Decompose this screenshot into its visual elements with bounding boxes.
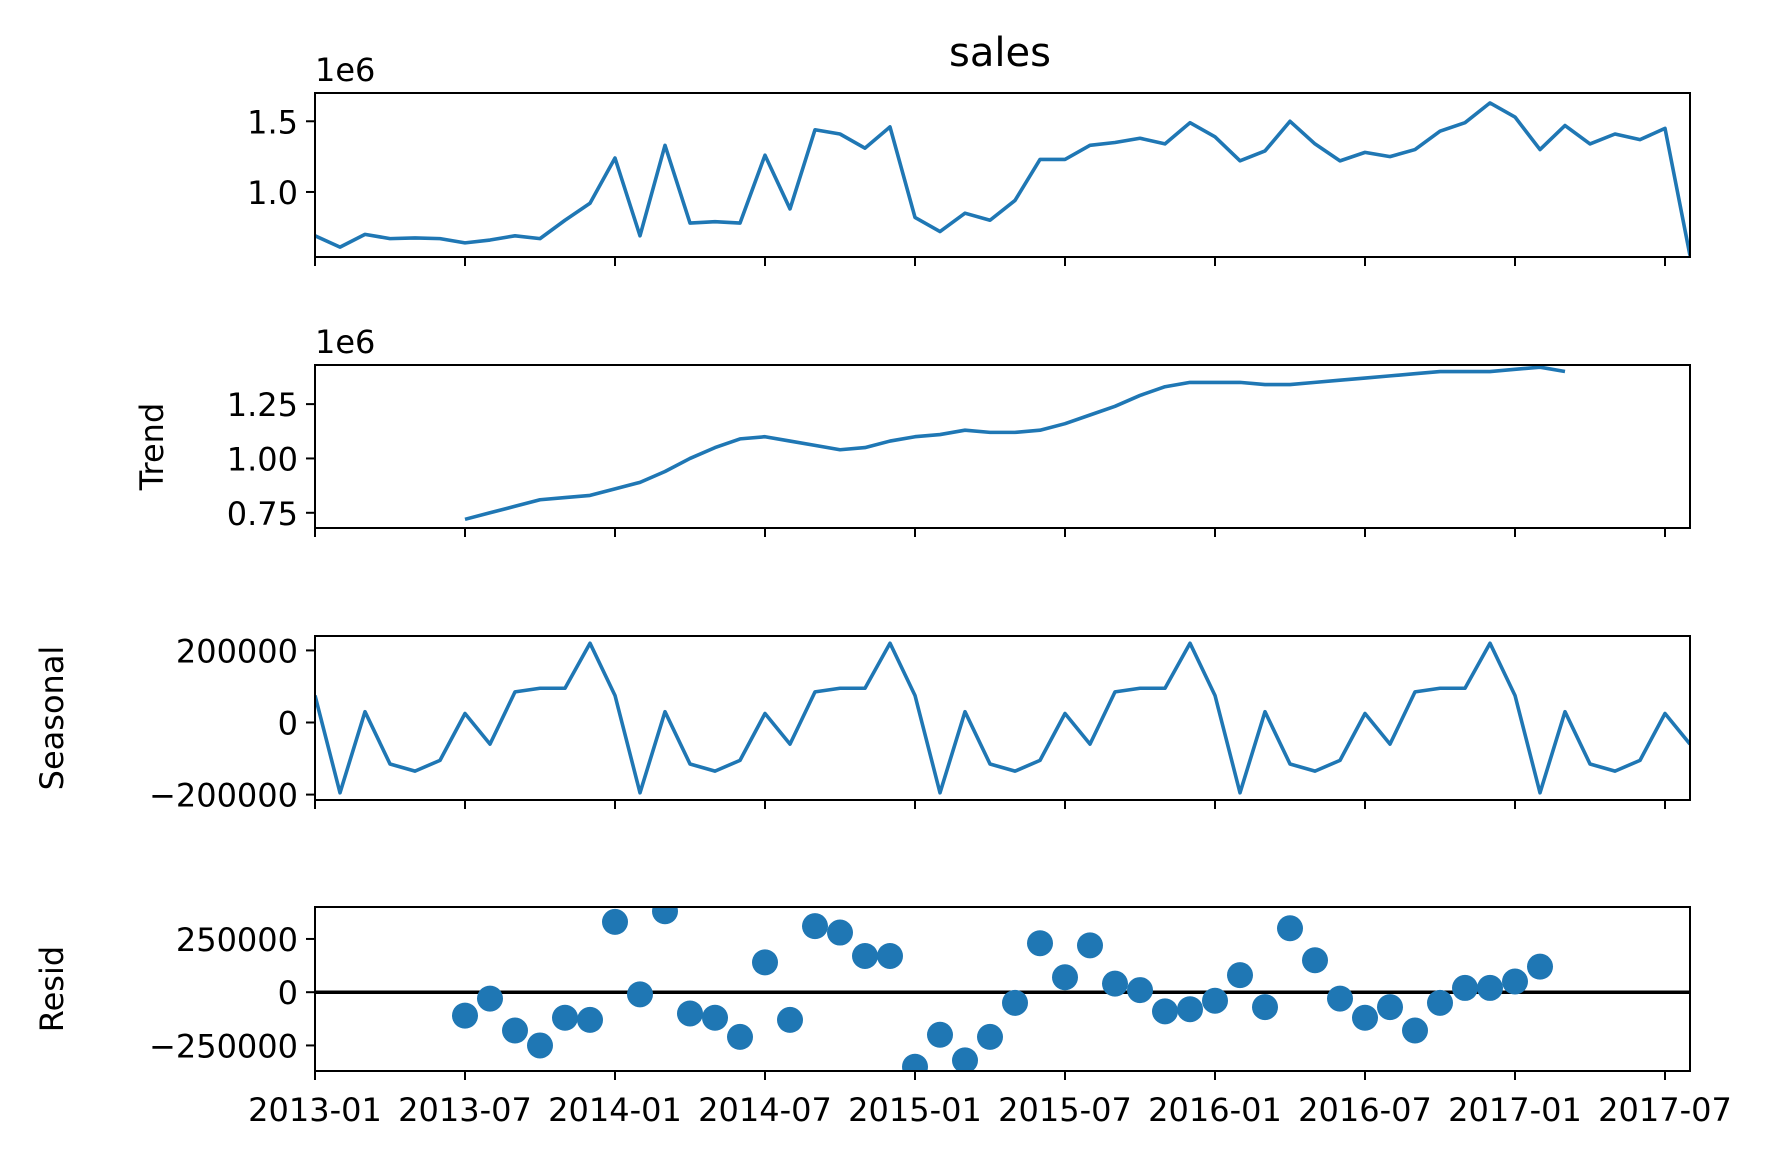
resid-point: [1377, 994, 1403, 1021]
resid-point: [1202, 987, 1228, 1014]
panel-4: −250000 0 250000 Resid 2013-01 2013-07 2014-01…: [33, 906, 1732, 1129]
x-tick-label: 2015-07: [998, 1091, 1132, 1129]
panel-1: 1.0 1.5 1e6: [247, 51, 1691, 266]
resid-point: [777, 1006, 803, 1033]
resid-point: [852, 942, 878, 969]
resid-point: [702, 1004, 728, 1031]
resid-point: [552, 1004, 578, 1031]
y-tick-label: 250000: [176, 921, 298, 959]
resid-point: [752, 949, 778, 976]
chart-title: sales: [949, 30, 1051, 76]
resid-point: [977, 1023, 1003, 1050]
resid-point: [877, 942, 903, 969]
resid-point: [1302, 947, 1328, 974]
panel-frame: [314, 92, 1691, 258]
resid-point: [502, 1017, 528, 1044]
resid-point: [1052, 964, 1078, 991]
resid-point: [1127, 977, 1153, 1004]
resid-point: [802, 913, 828, 940]
resid-point: [527, 1032, 553, 1059]
x-tick-label: 2015-01: [848, 1091, 982, 1129]
series-line: [315, 101, 1690, 256]
resid-point: [452, 1002, 478, 1029]
x-tick-label: 2013-07: [398, 1091, 532, 1129]
resid-point: [1327, 985, 1353, 1012]
x-tick-label: 2016-07: [1298, 1091, 1432, 1129]
series-line: [464, 365, 1566, 522]
resid-point: [602, 908, 628, 935]
x-tick-label: 2014-07: [698, 1091, 832, 1129]
y-tick-label: −250000: [149, 1027, 298, 1065]
x-tick-label: 2014-01: [548, 1091, 682, 1129]
resid-point: [1252, 994, 1278, 1021]
y-tick-label: 200000: [176, 632, 298, 670]
resid-point: [727, 1023, 753, 1050]
resid-point: [902, 1053, 928, 1071]
resid-point: [1102, 970, 1128, 997]
x-tick-label: 2017-01: [1448, 1091, 1582, 1129]
y-axis-label: Trend: [133, 403, 171, 492]
x-tick-label: 2016-01: [1148, 1091, 1282, 1129]
resid-point: [1427, 989, 1453, 1016]
y-tick-label: 0: [278, 705, 298, 743]
y-tick-label: 1.5: [247, 103, 298, 141]
offset-label: 1e6: [315, 323, 375, 361]
resid-point: [477, 985, 503, 1012]
panel-3: −200000 0 200000 Seasonal: [33, 632, 1691, 815]
resid-point: [577, 1006, 603, 1033]
series-line: [315, 641, 1690, 795]
y-axis-label: Seasonal: [33, 646, 71, 791]
panel-2: 0.75 1.00 1.25 1e6 Trend: [133, 323, 1691, 537]
resid-point: [1227, 962, 1253, 989]
resid-point: [1277, 915, 1303, 942]
y-tick-label: 1.0: [247, 174, 298, 212]
resid-point: [652, 907, 678, 925]
panel-frame: [314, 364, 1691, 529]
resid-point: [827, 919, 853, 946]
resid-point: [1027, 930, 1053, 957]
panel-frame: [314, 635, 1691, 801]
resid-point: [1177, 996, 1203, 1023]
resid-point: [1452, 974, 1478, 1001]
offset-label: 1e6: [315, 51, 375, 89]
resid-point: [1152, 998, 1178, 1025]
y-tick-label: −200000: [149, 777, 298, 815]
resid-point: [1002, 989, 1028, 1016]
x-tick-label: 2017-07: [1598, 1091, 1732, 1129]
resid-point: [1477, 974, 1503, 1001]
resid-point: [627, 981, 653, 1008]
resid-point: [1402, 1017, 1428, 1044]
resid-point: [677, 1000, 703, 1027]
resid-point: [1502, 968, 1528, 995]
y-tick-label: 0: [278, 974, 298, 1012]
panel-frame: [314, 906, 1691, 1072]
resid-point: [1527, 953, 1553, 980]
resid-point: [1352, 1004, 1378, 1031]
resid-point: [952, 1047, 978, 1071]
y-tick-label: 1.25: [227, 386, 298, 424]
resid-point: [1077, 932, 1103, 959]
y-axis-label: Resid: [33, 946, 71, 1032]
resid-point: [927, 1021, 953, 1048]
y-tick-label: 1.00: [227, 440, 298, 478]
y-tick-label: 0.75: [227, 495, 298, 533]
x-tick-label: 2013-01: [248, 1091, 382, 1129]
residual-points: [452, 907, 1553, 1071]
